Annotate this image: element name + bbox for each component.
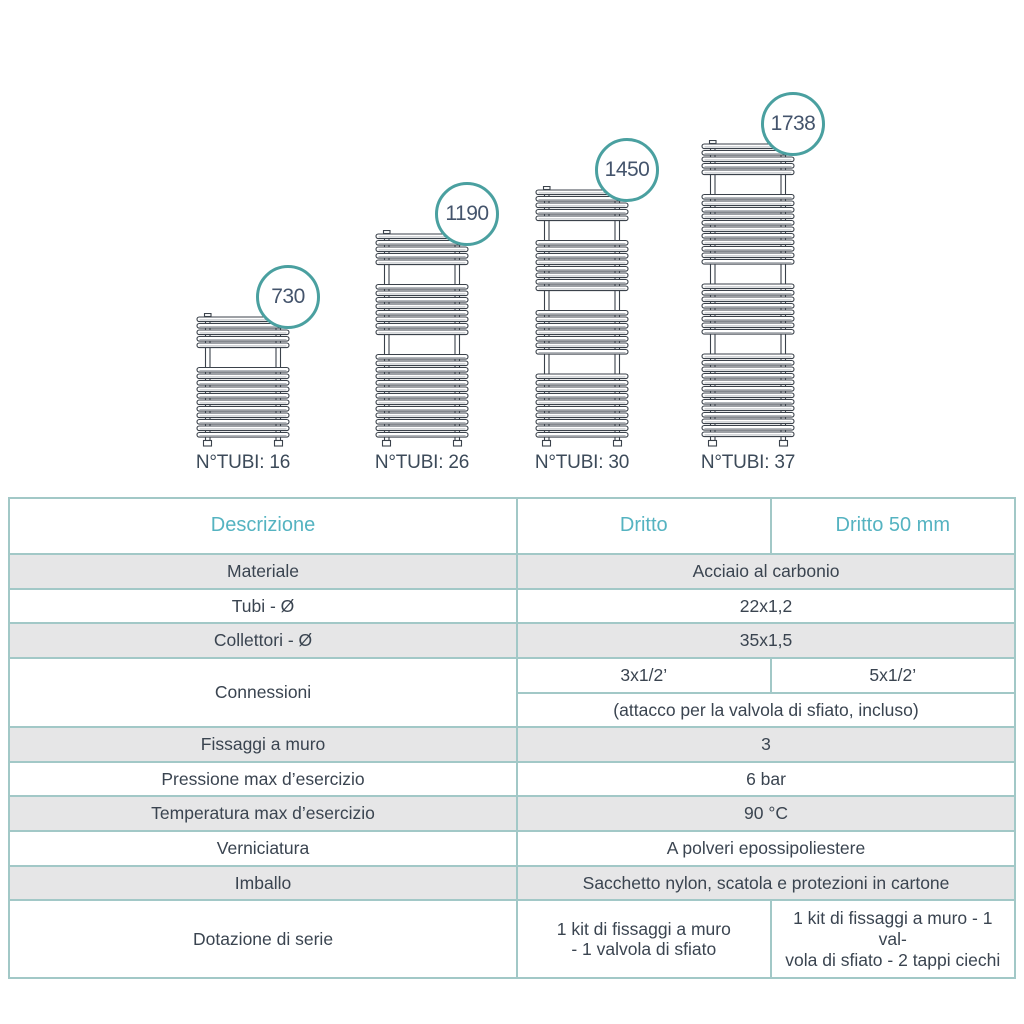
row-value-dritto-50: 1 kit di fissaggi a muro - 1 val- vola d…: [769, 899, 1017, 980]
tubes-count-label: N°TUBI: 30: [534, 452, 630, 473]
header-descrizione: Descrizione: [7, 497, 519, 555]
row-value: 6 bar: [516, 760, 1016, 798]
table-row-connessioni: Connessioni 3x1/2’ 5x1/2’: [7, 656, 1017, 729]
table-row-temperatura: Temperatura max d’esercizio 90 °C: [7, 795, 1016, 833]
table-row-imballo: Imballo Sacchetto nylon, scatola e prote…: [7, 864, 1016, 902]
header-dritto: Dritto: [516, 497, 772, 555]
height-badge-1450: 1450: [595, 138, 659, 202]
height-value: 1450: [604, 158, 650, 181]
tubes-count-label: N°TUBI: 26: [374, 452, 470, 473]
table-header-row: Descrizione Dritto Dritto 50 mm: [7, 497, 1017, 555]
row-value: A polveri epossipoliestere: [516, 830, 1016, 867]
table-row-pressione: Pressione max d’esercizio 6 bar: [7, 760, 1016, 798]
row-label: Materiale: [7, 553, 519, 590]
spec-table: Descrizione Dritto Dritto 50 mm Material…: [7, 497, 1017, 980]
row-value: 35x1,5: [516, 622, 1016, 659]
table-row-materiale: Materiale Acciaio al carbonio: [7, 553, 1016, 590]
row-value: Acciaio al carbonio: [516, 553, 1016, 590]
row-label: Imballo: [7, 864, 519, 902]
row-label: Pressione max d’esercizio: [7, 760, 519, 798]
table-row-verniciatura: Verniciatura A polveri epossipoliestere: [7, 830, 1016, 867]
height-badge-1190: 1190: [435, 182, 499, 246]
row-value-dritto: 1 kit di fissaggi a muro - 1 valvola di …: [516, 899, 772, 980]
table-row-tubi: Tubi - Ø 22x1,2: [7, 587, 1016, 625]
tubes-count-label: N°TUBI: 16: [195, 452, 291, 473]
height-value: 730: [271, 285, 305, 308]
row-label: Temperatura max d’esercizio: [7, 795, 519, 833]
radiator-diagram-1190: 1190: [374, 182, 499, 447]
table-row-connessioni-note: (attacco per la valvola di sfiato, inclu…: [9, 691, 1016, 729]
row-label: Connessioni: [7, 656, 519, 729]
row-value: 90 °C: [516, 795, 1016, 833]
row-value: Sacchetto nylon, scatola e protezioni in…: [516, 864, 1016, 902]
height-value: 1738: [770, 112, 816, 135]
table-row-dotazione: Dotazione di serie 1 kit di fissaggi a m…: [7, 899, 1017, 980]
row-label: Dotazione di serie: [7, 899, 519, 980]
header-dritto-50mm: Dritto 50 mm: [769, 497, 1017, 555]
radiator-diagram-1450: 1450: [534, 138, 659, 447]
row-value-dritto-50: 5x1/2’: [769, 656, 1017, 694]
table-row-fissaggi: Fissaggi a muro 3: [7, 726, 1016, 763]
radiator-size-diagram: 730 1190 1450 1738 N°TUBI: 16 N°TUBI: 26…: [0, 0, 1024, 497]
row-value-dritto: 3x1/2’: [516, 656, 772, 694]
height-value: 1190: [445, 202, 489, 225]
row-label: Verniciatura: [7, 830, 519, 867]
row-label: Fissaggi a muro: [7, 726, 519, 763]
row-note: (attacco per la valvola di sfiato, inclu…: [516, 691, 1016, 729]
radiator-diagram-1738: 1738: [700, 92, 825, 447]
row-value: 22x1,2: [516, 587, 1016, 625]
row-label: Tubi - Ø: [7, 587, 519, 625]
radiator-diagram-730: 730: [195, 265, 320, 447]
row-value: 3: [516, 726, 1016, 763]
row-label: Collettori - Ø: [7, 622, 519, 659]
tubes-count-label: N°TUBI: 37: [700, 452, 796, 473]
height-badge-730: 730: [256, 265, 320, 329]
height-badge-1738: 1738: [761, 92, 825, 156]
table-row-collettori: Collettori - Ø 35x1,5: [7, 622, 1016, 659]
